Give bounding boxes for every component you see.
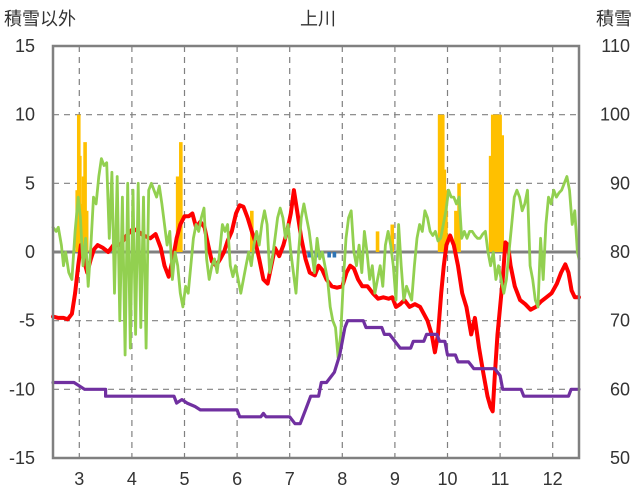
bar-blue-4 <box>332 252 337 258</box>
x-tick-label: 3 <box>74 469 84 489</box>
x-tick-label: 9 <box>390 469 400 489</box>
series-line-red <box>51 188 581 414</box>
right-tick-label: 90 <box>610 173 630 193</box>
series-line-green <box>51 157 581 360</box>
bar-blue-0 <box>307 252 311 258</box>
x-tick-label: 11 <box>491 469 510 489</box>
series-line-purple <box>51 319 581 426</box>
bar-orange-20 <box>490 114 495 253</box>
bar-orange-5 <box>83 142 87 252</box>
right-tick-label: 80 <box>610 242 630 262</box>
left-axis-label: 積雪以外 <box>4 9 76 30</box>
left-tick-label: 15 <box>15 36 35 56</box>
right-tick-label: 100 <box>600 105 630 125</box>
right-tick-label: 60 <box>610 379 630 399</box>
bar-orange-6 <box>84 210 89 252</box>
right-tick-label: 70 <box>610 311 630 331</box>
bar-orange-16 <box>444 190 448 252</box>
bar-orange-24 <box>498 114 502 253</box>
left-axis-ticks: 15 10 5 0 -5 -10 -15 <box>9 36 35 468</box>
x-tick-label: 10 <box>437 469 457 489</box>
x-tick-label: 7 <box>285 469 295 489</box>
left-tick-label: -15 <box>9 448 35 468</box>
x-axis-ticks: 3 4 5 6 7 8 9 10 11 12 <box>74 469 562 489</box>
right-axis-ticks: 110 100 90 80 70 60 50 <box>600 36 630 468</box>
chart-title: 上川 <box>300 9 336 30</box>
x-tick-label: 12 <box>543 469 563 489</box>
right-axis-label: 積雪 <box>596 9 632 30</box>
right-tick-label: 110 <box>601 36 630 56</box>
x-tick-label: 8 <box>337 469 347 489</box>
bar-orange-10 <box>375 231 380 252</box>
bar-orange-17 <box>454 210 458 252</box>
bar-orange-11 <box>390 224 395 252</box>
plot-frame <box>51 44 581 460</box>
bar-orange-7 <box>175 176 180 252</box>
left-tick-label: 0 <box>25 242 35 262</box>
series-lines <box>51 157 581 426</box>
left-tick-label: 5 <box>25 173 35 193</box>
left-tick-label: -5 <box>19 311 35 331</box>
right-tick-label: 50 <box>610 448 630 468</box>
bar-orange-23 <box>496 114 500 253</box>
bar-orange-8 <box>179 142 183 252</box>
x-tick-label: 4 <box>127 469 137 489</box>
bar-blue-3 <box>327 252 331 258</box>
left-tick-label: 10 <box>15 105 35 125</box>
bar-orange-25 <box>500 135 505 252</box>
left-tick-label: -10 <box>9 379 35 399</box>
bar-orange-19 <box>488 155 493 252</box>
x-tick-label: 6 <box>232 469 242 489</box>
x-tick-label: 5 <box>179 469 189 489</box>
